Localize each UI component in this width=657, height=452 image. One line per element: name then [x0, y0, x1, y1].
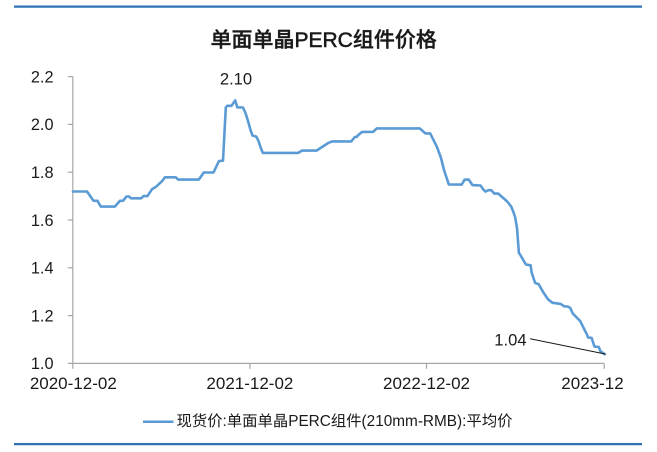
svg-text:2023-12: 2023-12	[561, 374, 623, 393]
svg-text:1.8: 1.8	[31, 164, 54, 182]
svg-text:2021-12-02: 2021-12-02	[206, 374, 293, 393]
svg-text:2020-12-02: 2020-12-02	[30, 374, 117, 393]
svg-text:2.2: 2.2	[31, 68, 54, 86]
svg-text::: :	[223, 413, 227, 430]
svg-text:1.6: 1.6	[31, 212, 54, 230]
svg-text:2.0: 2.0	[31, 116, 54, 134]
svg-text:PERC: PERC	[288, 413, 331, 430]
svg-text:(210mm-RMB):: (210mm-RMB):	[362, 413, 467, 430]
svg-text:1.4: 1.4	[31, 260, 54, 278]
svg-text:2022-12-02: 2022-12-02	[383, 374, 470, 393]
svg-text:1.04: 1.04	[494, 330, 526, 349]
svg-text:PERC: PERC	[295, 29, 353, 52]
svg-text:1.2: 1.2	[31, 307, 54, 325]
svg-text:1.0: 1.0	[31, 355, 54, 373]
svg-text:2.10: 2.10	[220, 69, 252, 88]
